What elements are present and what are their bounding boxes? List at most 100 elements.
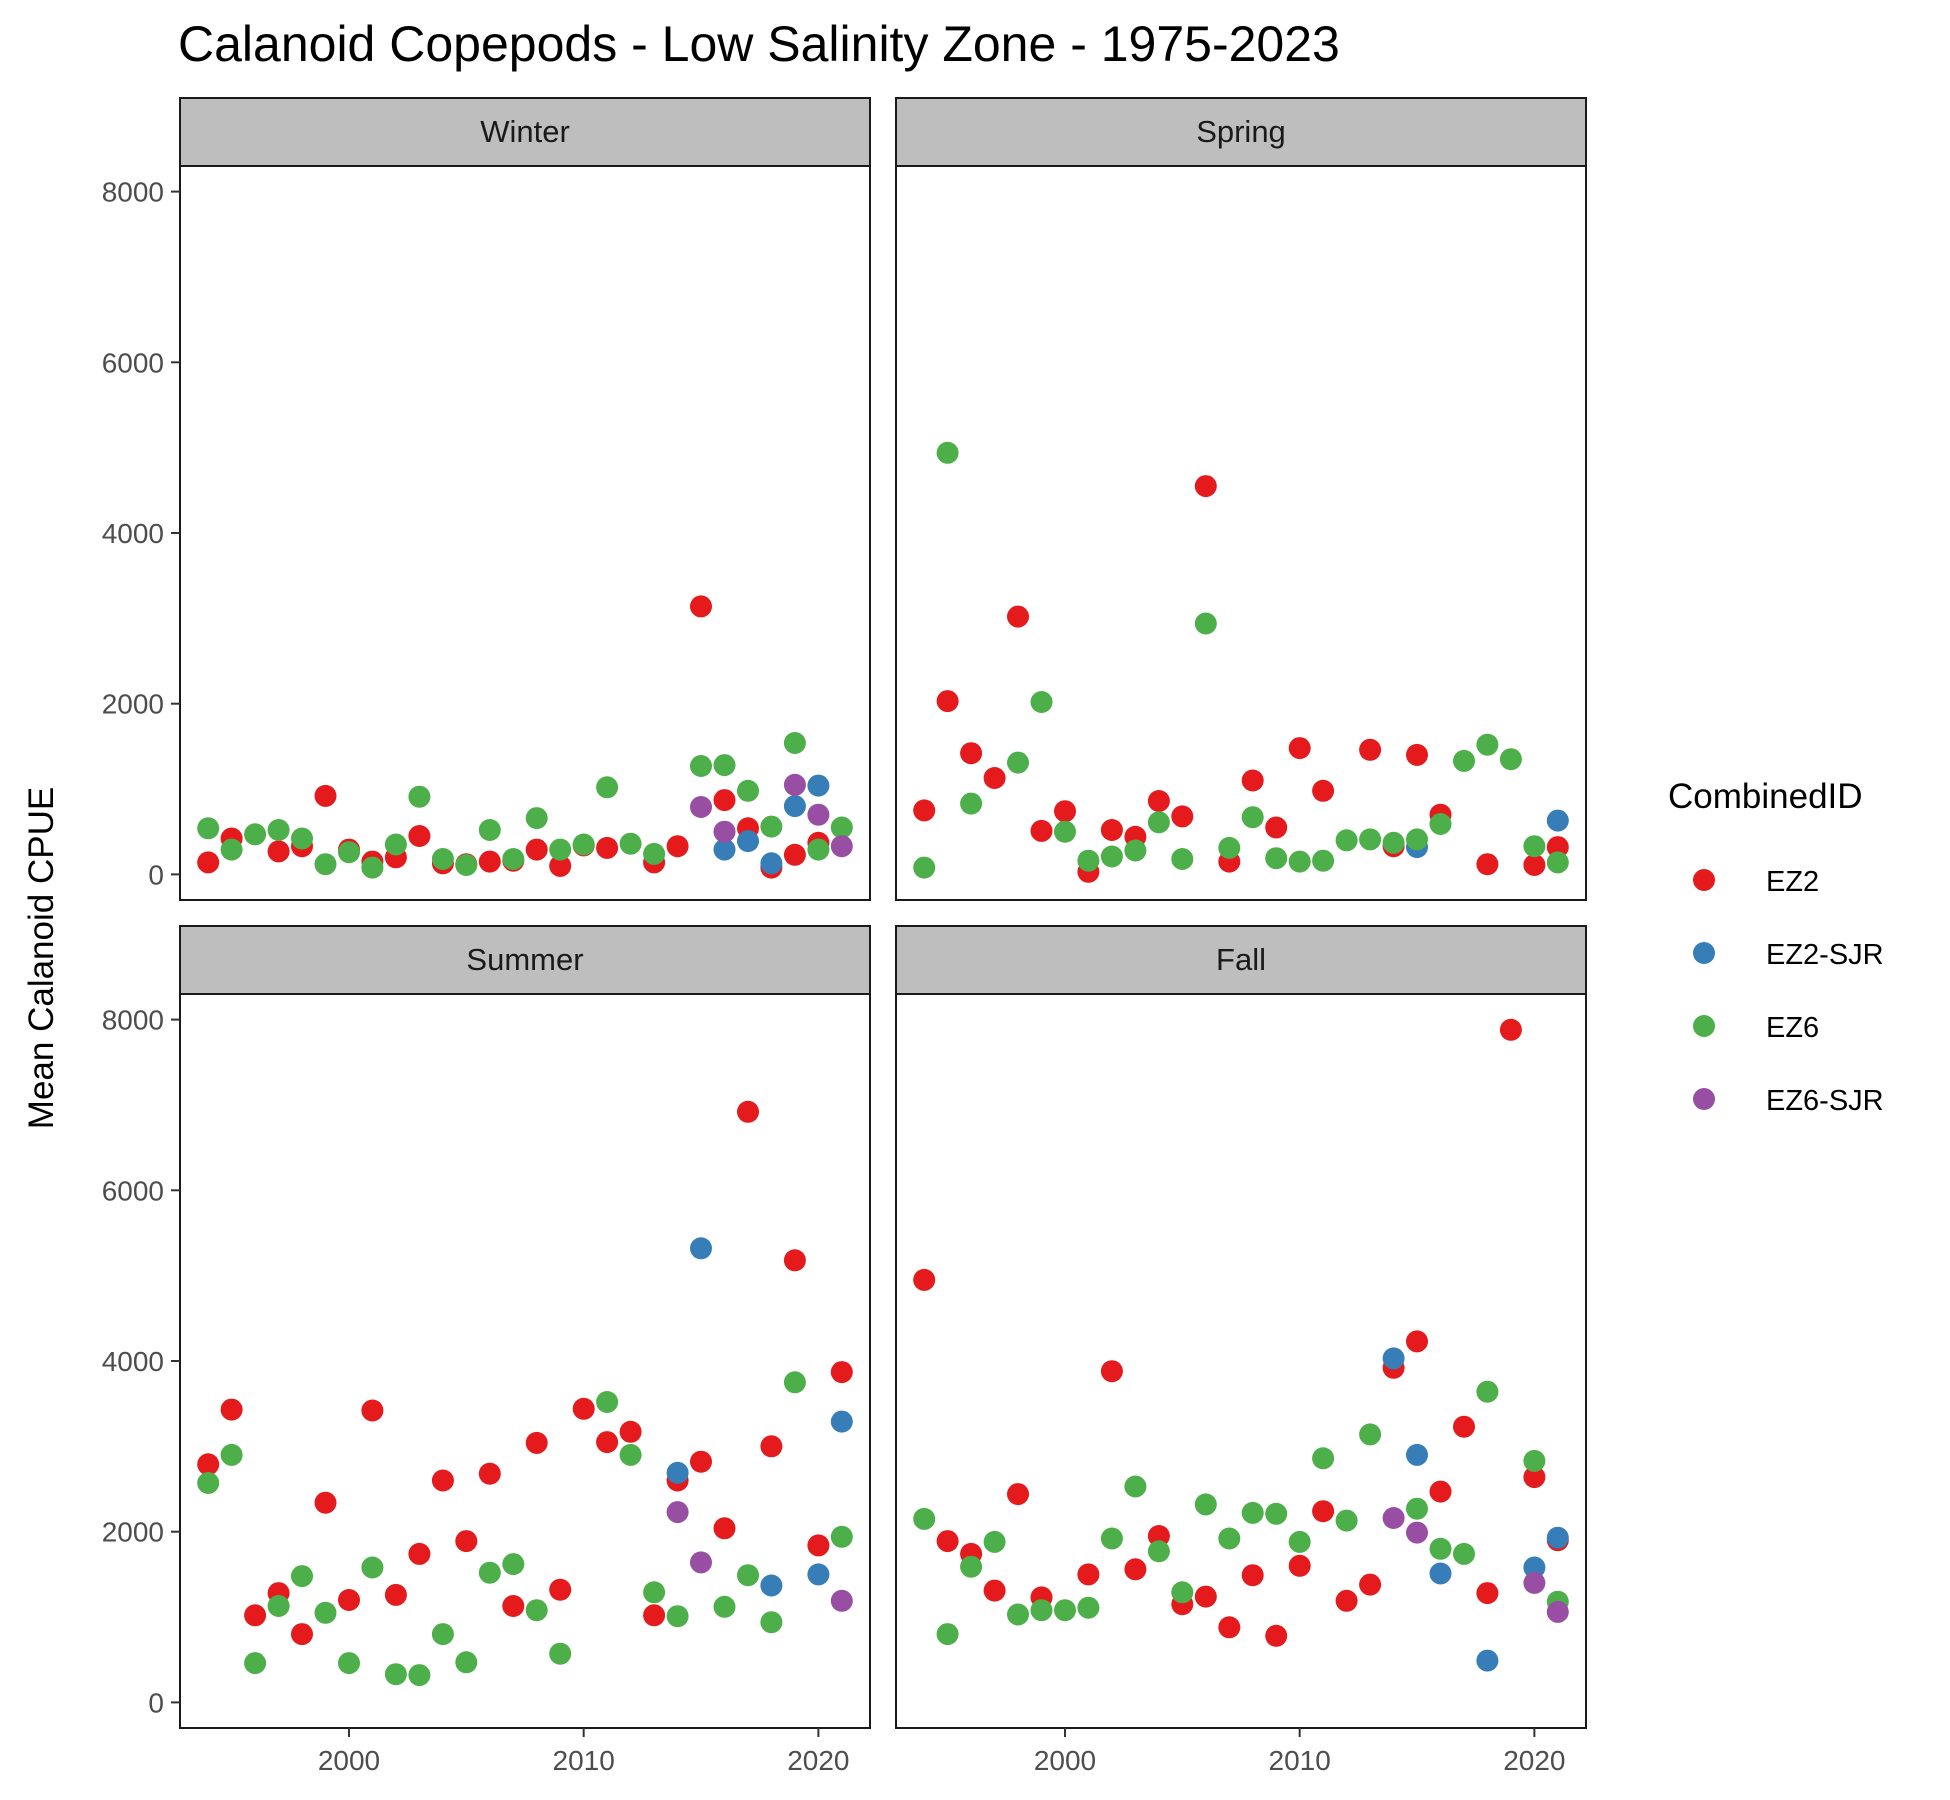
point-ez2-fall [1077,1563,1100,1586]
point-ez6-winter [690,755,712,777]
point-ez2-winter [525,838,548,861]
point-ez2-sjr-winter [783,795,806,818]
facet-fall: Fall 2000 2010 2020 [895,925,1587,1776]
panel-border-winter [179,165,871,901]
point-ez2-winter [666,835,689,858]
point-ez2-summer [807,1534,830,1557]
point-ez6-sjr-fall [1546,1600,1569,1623]
point-ez2-summer [737,1100,759,1123]
y-tick-label: 0 [148,859,164,890]
point-ez6-sjr-winter [783,773,806,796]
point-ez2-fall [1241,1564,1264,1587]
point-ez6-spring [1030,691,1053,713]
point-ez2-fall [1406,1330,1428,1353]
point-ez2-fall [1335,1589,1358,1612]
point-ez6-summer [197,1472,220,1494]
point-ez2-summer [713,1517,736,1540]
point-ez6-summer [502,1553,525,1576]
point-ez6-winter [549,838,572,861]
point-ez6-fall [1288,1530,1311,1553]
point-ez6-winter [408,785,431,808]
point-ez6-spring [1077,849,1100,872]
point-ez2-fall [1453,1415,1475,1438]
point-ez2-spring [1546,836,1569,859]
x-tick-label: 2010 [1269,1745,1331,1776]
point-ez2-summer [549,1578,572,1601]
legend-key-ez6-sjr [1693,1088,1715,1110]
x-tick-label: 2000 [318,1745,380,1776]
point-ez6-spring [1241,806,1264,829]
point-ez6-summer [455,1651,478,1674]
point-ez6-winter [431,848,454,870]
point-ez6-winter [643,842,666,865]
point-ez6-spring [936,441,959,464]
point-ez2-fall [1265,1624,1288,1647]
strip-background-summer [179,925,871,995]
point-ez6-spring [1429,813,1452,835]
point-ez2-summer [572,1397,595,1420]
panel-border-spring [895,165,1587,901]
point-ez2-winter [314,784,337,807]
point-ez2-summer [361,1399,384,1422]
point-ez2-fall [1147,1525,1170,1547]
point-ez2-spring [1007,605,1029,628]
point-ez2-sjr-winter [760,852,783,875]
point-ez2-summer [643,1604,666,1627]
point-ez2-spring [1406,743,1428,766]
point-ez2-sjr-fall [1546,1526,1569,1549]
point-ez2-spring [1100,819,1123,841]
point-ez6-summer [737,1564,759,1587]
point-ez6-winter [361,856,384,879]
point-ez2-fall [936,1530,959,1553]
point-ez2-summer [291,1623,313,1646]
point-ez2-fall [1499,1018,1522,1041]
point-ez2-spring [936,690,959,713]
point-ez2-sjr-spring [1546,809,1569,832]
x-tick-label: 2020 [787,1745,849,1776]
point-ez2-summer [455,1530,478,1553]
point-ez6-summer [338,1652,360,1675]
point-ez2-fall [1523,1466,1546,1489]
point-ez6-summer [549,1642,572,1665]
point-ez2-sjr-summer [760,1574,783,1597]
point-ez2-spring [1312,779,1335,802]
point-ez6-winter [220,838,243,861]
point-ez2-spring [1265,816,1288,839]
point-ez6-sjr-fall [1382,1507,1405,1529]
point-ez6-summer [361,1556,384,1579]
point-ez2-spring [1288,737,1311,760]
point-ez6-fall [960,1555,983,1578]
point-ez2-winter [549,854,572,877]
point-ez6-summer [619,1443,642,1466]
facet-winter: Winter 0 2000 4000 6000 8000 [102,97,871,901]
point-ez6-summer [431,1623,454,1646]
point-ez6-winter [291,827,313,850]
point-ez6-winter [338,841,360,864]
point-ez2-fall [1100,1360,1123,1383]
point-ez6-summer [384,1663,407,1686]
point-ez2-winter [408,825,431,847]
point-ez2-fall [1429,1480,1452,1503]
strip-label-winter: Winter [480,114,570,149]
strip-label-summer: Summer [466,942,583,977]
point-ez2-fall [1359,1573,1382,1596]
point-ez2-fall [1312,1500,1335,1523]
point-ez2-summer [502,1595,525,1617]
point-ez2-summer [690,1450,712,1473]
facet-spring: Spring [895,97,1587,901]
point-ez2-spring [1523,854,1546,876]
point-ez2-spring [1030,819,1053,842]
y-tick-label: 4000 [102,518,164,549]
point-ez6-sjr-fall [1406,1521,1428,1544]
point-ez6-summer [244,1652,267,1675]
point-ez6-winter [525,807,548,830]
point-ez6-fall [1054,1599,1076,1622]
point-ez2-winter [596,836,619,859]
point-ez6-spring [1546,851,1569,874]
point-ez6-fall [913,1507,936,1530]
point-ez6-summer [643,1581,666,1604]
point-ez2-sjr-summer [690,1237,712,1260]
point-ez2-summer [619,1420,642,1443]
point-ez6-winter [619,832,642,855]
point-ez6-winter [596,776,619,799]
